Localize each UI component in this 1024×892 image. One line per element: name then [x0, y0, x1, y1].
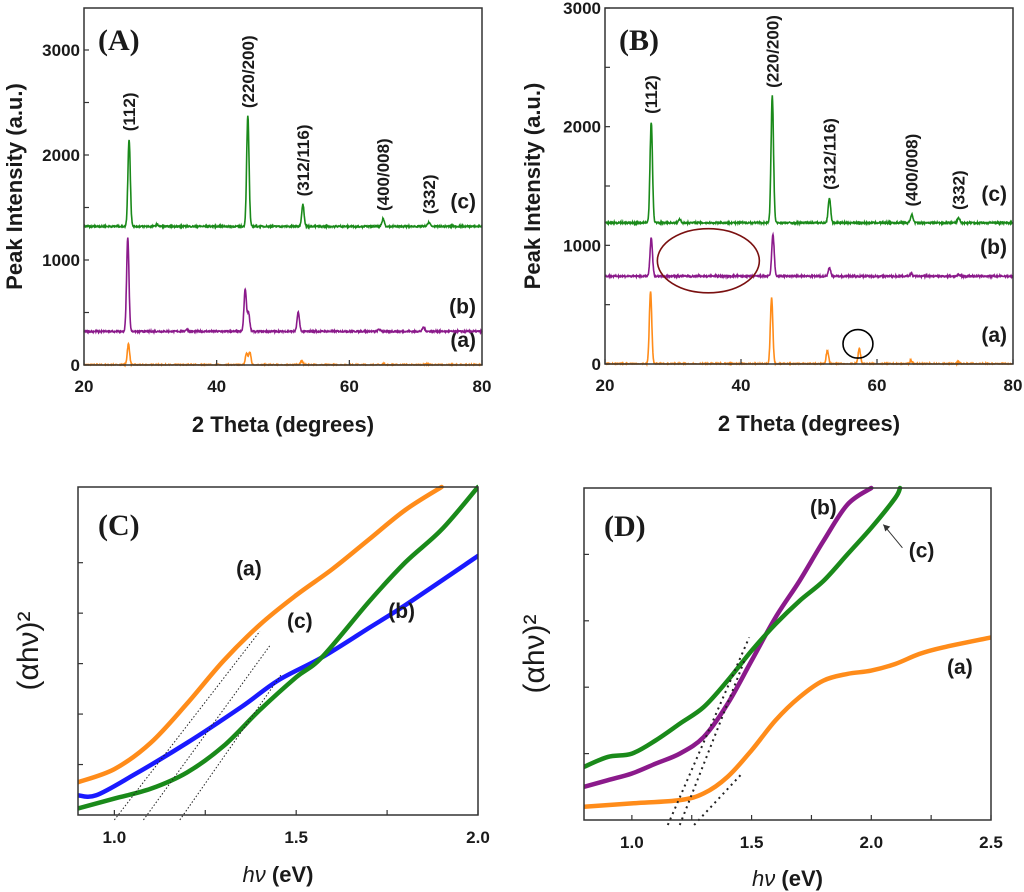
x-axis-title: hν (eV)	[752, 866, 823, 891]
peak-annotation: (112)	[120, 93, 139, 132]
x-tick-label: 2.0	[466, 828, 490, 847]
x-tick-label: 2.0	[859, 833, 883, 852]
panel-label: (A)	[98, 24, 140, 57]
fit-line	[113, 631, 261, 821]
x-tick-label: 60	[340, 377, 359, 396]
arrow-head	[883, 524, 891, 532]
series-line-a	[605, 291, 1014, 368]
series-line-c	[584, 485, 903, 770]
peak-annotation: (400/008)	[903, 134, 922, 207]
y-tick-label: 2000	[563, 118, 601, 137]
y-axis-title: Peak Intensity (a.u.)	[520, 83, 545, 290]
peak-annotation: (112)	[642, 75, 661, 114]
plot-area	[584, 485, 991, 809]
y-tick-label: 3000	[42, 41, 80, 60]
series-label: (c)	[287, 610, 313, 633]
x-tick-label: 20	[75, 377, 94, 396]
series-label: (b)	[449, 295, 476, 318]
series-line-c	[604, 95, 1014, 227]
peak-annotation: (220/200)	[239, 35, 258, 108]
y-tick-label: 1000	[42, 251, 80, 270]
series-line-b	[604, 231, 1014, 281]
x-axis-title: hν (eV)	[243, 862, 314, 887]
series-line-b	[78, 553, 478, 800]
peak-annotation: (220/200)	[763, 15, 782, 88]
peak-annotation: (332)	[420, 175, 439, 215]
y-tick-label: 0	[71, 356, 80, 375]
y-axis-title: (αhν)²	[12, 611, 45, 690]
panel-label: (B)	[619, 24, 659, 57]
x-tick-label: 1.0	[103, 828, 127, 847]
plot-frame	[583, 487, 992, 821]
x-tick-label: 1.5	[740, 833, 764, 852]
series-label: (a)	[236, 558, 262, 581]
panel-c: 1.0 1.5 2.0 hν (eV) (αhν)² (C) (a) (b) (c)	[12, 484, 490, 887]
fit-line	[143, 644, 272, 821]
series-label: (a)	[981, 324, 1007, 347]
panel-label: (C)	[98, 509, 140, 542]
fit-line	[666, 637, 751, 826]
x-tick-label: 60	[868, 376, 887, 395]
x-tick-label: 1.5	[284, 828, 308, 847]
series-line-a	[584, 635, 991, 809]
x-tick-label: 80	[473, 377, 492, 396]
series-label: (b)	[980, 236, 1007, 259]
y-tick-label: 2000	[42, 146, 80, 165]
x-tick-label: 40	[207, 377, 226, 396]
peak-annotation: (400/008)	[374, 138, 393, 211]
series-line-b	[584, 485, 874, 790]
x-axis-title: 2 Theta (degrees)	[192, 412, 374, 437]
peak-annotation: (332)	[950, 170, 969, 210]
series-label: (c)	[909, 540, 935, 563]
x-tick-label: 20	[596, 376, 615, 395]
series-line-a	[78, 484, 444, 785]
series-label: (b)	[810, 497, 837, 520]
panel-label: (D)	[604, 510, 646, 543]
y-axis-title: Peak Intensity (a.u.)	[2, 83, 27, 290]
y-tick-label: 3000	[563, 0, 601, 18]
plot-area	[78, 484, 478, 811]
fit-line	[693, 772, 743, 826]
peak-annotation: (312/116)	[820, 118, 839, 190]
highlight-circle	[842, 328, 874, 359]
x-tick-label: 1.0	[620, 833, 644, 852]
series-label: (a)	[450, 329, 476, 352]
series-line-c	[78, 484, 478, 811]
highlight-ellipse	[656, 227, 761, 294]
series-line-b	[83, 237, 483, 336]
x-tick-label: 80	[1004, 376, 1023, 395]
x-axis-title-italic: hν	[243, 862, 266, 887]
series-line-a	[83, 341, 483, 368]
x-tick-label: 40	[732, 376, 751, 395]
series-line-c	[83, 115, 483, 231]
y-tick-label: 0	[592, 355, 601, 374]
x-axis-title-unit: (eV)	[266, 862, 314, 887]
x-axis-title-unit: (eV)	[775, 866, 823, 891]
series-label: (c)	[981, 183, 1007, 206]
plot-frame	[83, 7, 483, 366]
y-tick-label: 1000	[563, 236, 601, 255]
panel-b: (a) (b) (c) 20 40 60 80 0 1000 2000 3000 2 Theta (d…	[520, 0, 1022, 436]
x-axis-title-italic: hν	[752, 866, 775, 891]
plot-frame	[77, 486, 479, 816]
x-axis-title: 2 Theta (degrees)	[718, 411, 900, 436]
fit-line	[179, 673, 283, 821]
series-label: (c)	[450, 190, 476, 213]
series-label: (a)	[947, 656, 973, 679]
y-axis-title: (αhν)²	[518, 614, 551, 693]
peak-annotation: (312/116)	[294, 125, 313, 197]
panel-d: 1.0 1.5 2.0 2.5 hν (eV) (αhν)² (D) (a) (b) (c)	[518, 485, 1003, 891]
series-label: (b)	[388, 600, 415, 623]
x-tick-label: 2.5	[979, 833, 1003, 852]
panel-a: (a) (b) (c) 20 40 60 80 0 1000 2000 3000 2 Theta (d…	[2, 7, 492, 437]
